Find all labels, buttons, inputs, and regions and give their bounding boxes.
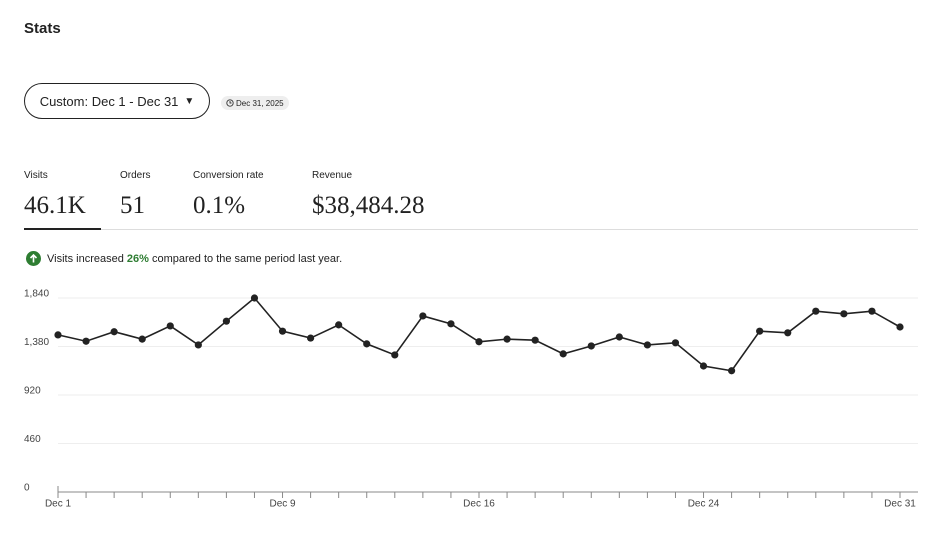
tab-indicator xyxy=(24,228,101,230)
data-point xyxy=(531,336,539,344)
metric-value[interactable]: 0.1% xyxy=(193,192,246,219)
data-point xyxy=(812,307,820,315)
data-point xyxy=(840,310,848,318)
y-tick-label: 1,840 xyxy=(24,289,49,300)
data-point xyxy=(615,333,623,341)
tab-divider xyxy=(24,229,918,230)
metric-value[interactable]: 51 xyxy=(120,192,145,219)
metric-value[interactable]: $38,484.28 xyxy=(312,192,425,219)
data-point xyxy=(138,335,146,343)
clock-icon xyxy=(226,99,234,107)
date-range-label: Custom: Dec 1 - Dec 31 xyxy=(39,93,179,109)
dropdown-caret: ▼ xyxy=(184,95,195,107)
y-tick-label: 0 xyxy=(24,483,30,494)
notice-highlight: 26% xyxy=(126,252,149,265)
data-point xyxy=(391,351,399,359)
metric-label[interactable]: Orders xyxy=(120,170,151,181)
data-point xyxy=(587,342,595,350)
data-point xyxy=(194,341,202,349)
data-point xyxy=(475,338,483,346)
y-tick-label: 460 xyxy=(24,434,41,445)
notice-text: Visits increased xyxy=(47,252,124,265)
as-of-badge: Dec 31, 2025 xyxy=(221,96,289,110)
data-point xyxy=(868,307,876,315)
data-point xyxy=(447,320,455,328)
x-tick-label: Dec 16 xyxy=(463,499,495,510)
notice-text: compared to the same period last year. xyxy=(152,252,343,265)
data-point xyxy=(82,337,90,345)
as-of-date: Dec 31, 2025 xyxy=(236,98,284,108)
data-point xyxy=(307,334,315,342)
data-point xyxy=(250,294,259,302)
y-tick-label: 920 xyxy=(24,386,41,397)
metric-value[interactable]: 46.1K xyxy=(24,192,86,219)
metric-label[interactable]: Revenue xyxy=(312,170,353,181)
date-range-button[interactable]: Custom: Dec 1 - Dec 31 ▼ xyxy=(24,83,210,119)
x-tick-label: Dec 31 xyxy=(884,499,916,510)
metric-label[interactable]: Conversion rate xyxy=(193,170,264,181)
data-point xyxy=(222,317,230,325)
data-point xyxy=(784,329,792,337)
x-tick-label: Dec 9 xyxy=(269,499,296,510)
metric-label[interactable]: Visits xyxy=(24,170,48,181)
data-point xyxy=(896,323,904,331)
data-point xyxy=(756,327,764,335)
data-point xyxy=(728,367,736,375)
data-point xyxy=(643,341,652,349)
x-tick-label: Dec 1 xyxy=(45,499,72,510)
data-point xyxy=(559,350,567,358)
notice: Visits increased 26% compared to the sam… xyxy=(26,251,342,266)
data-line xyxy=(57,296,901,372)
data-point xyxy=(699,362,708,370)
data-point xyxy=(363,340,371,348)
data-point xyxy=(110,328,118,336)
page-title: Stats xyxy=(24,20,61,37)
data-point xyxy=(671,339,680,347)
data-point xyxy=(166,322,174,330)
chart: 0 460 920 1,380 1,840 Dec 1 Dec 9 Dec 16 Dec 24 D… xyxy=(24,289,918,510)
data-point xyxy=(278,327,287,335)
data-point xyxy=(54,331,62,339)
data-point xyxy=(503,335,511,343)
up-icon xyxy=(26,251,41,266)
x-tick-label: Dec 24 xyxy=(688,499,720,510)
data-point xyxy=(419,312,427,320)
y-tick-label: 1,380 xyxy=(24,337,49,348)
data-point xyxy=(335,321,343,329)
